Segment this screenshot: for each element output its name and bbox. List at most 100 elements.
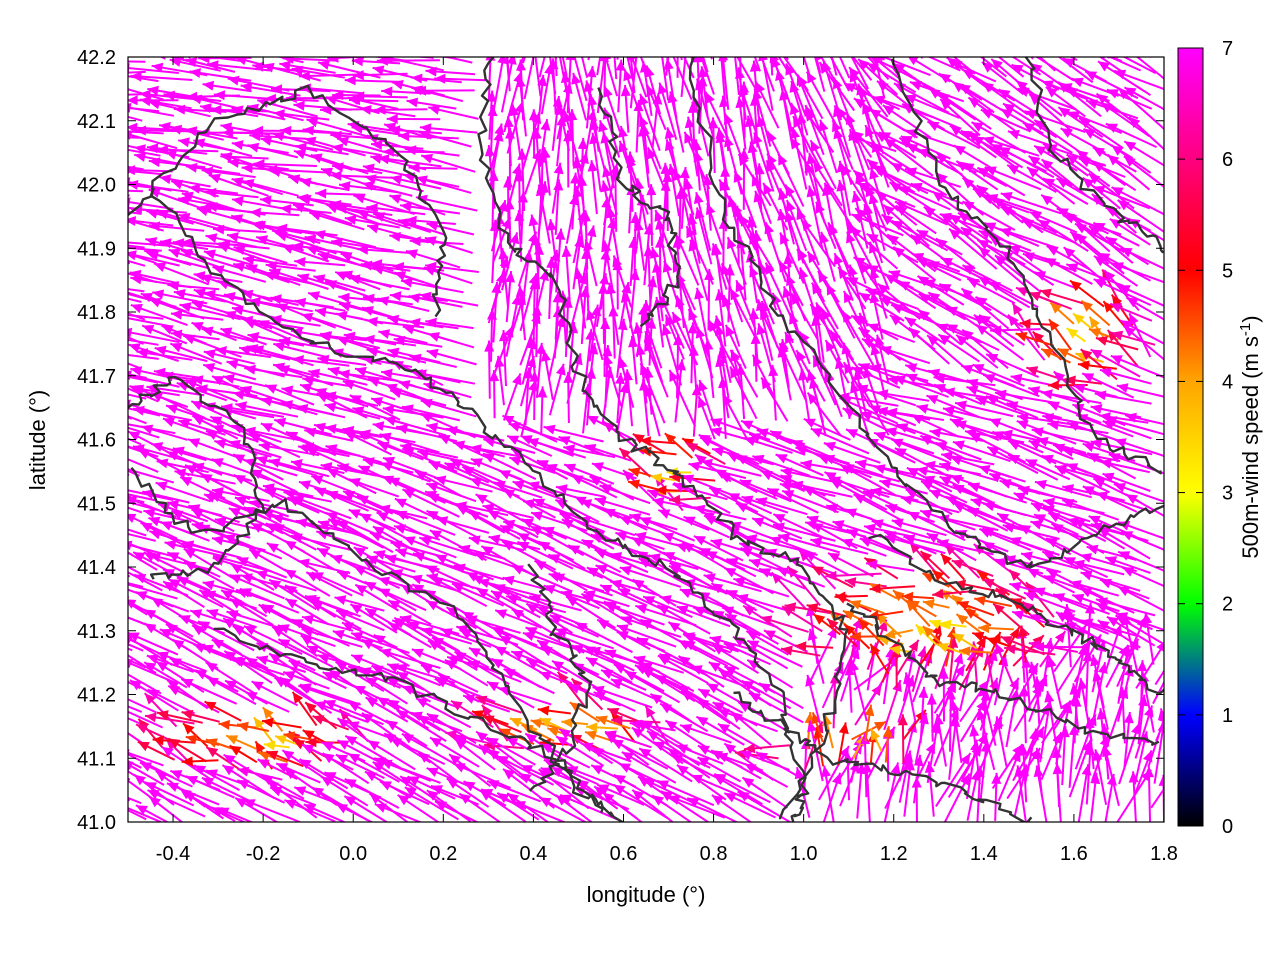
wind-vector-head bbox=[404, 787, 417, 798]
wind-vector-head bbox=[811, 282, 822, 295]
wind-vector-head bbox=[598, 120, 608, 133]
wind-vector-head bbox=[615, 372, 625, 385]
wind-vector-head bbox=[80, 671, 92, 680]
wind-vector-head bbox=[841, 538, 854, 548]
wind-vector-head bbox=[619, 448, 631, 460]
wind-vector-head bbox=[241, 315, 254, 326]
wind-vector-head bbox=[453, 563, 466, 574]
wind-vector-head bbox=[212, 265, 225, 275]
wind-vector-head bbox=[136, 724, 149, 734]
wind-vector-head bbox=[306, 245, 318, 256]
wind-vector-head bbox=[180, 477, 193, 487]
wind-vector bbox=[128, 375, 159, 384]
wind-vector-head bbox=[921, 481, 934, 491]
wind-vector-head bbox=[964, 428, 977, 439]
wind-vector bbox=[128, 751, 164, 767]
wind-vector-head bbox=[626, 18, 635, 30]
wind-vector bbox=[680, 57, 683, 61]
wind-vector-head bbox=[90, 281, 102, 291]
wind-vector-head bbox=[388, 600, 401, 611]
wind-vector-head bbox=[956, 614, 969, 625]
wind-vector-head bbox=[275, 223, 288, 234]
wind-vector-head bbox=[369, 793, 382, 805]
wind-vector-head bbox=[398, 380, 411, 390]
wind-vector-head bbox=[139, 762, 152, 772]
wind-vector-head bbox=[97, 604, 109, 613]
wind-vector-head bbox=[568, 545, 581, 555]
wind-vector-head bbox=[355, 584, 368, 595]
wind-vector-head bbox=[142, 325, 155, 335]
wind-vector-head bbox=[156, 144, 168, 155]
wind-vector-head bbox=[1022, 601, 1035, 613]
wind-vector-head bbox=[388, 622, 401, 633]
wind-vector-head bbox=[239, 588, 252, 598]
wind-vector-head bbox=[558, 436, 571, 446]
wind-vector bbox=[128, 807, 162, 822]
wind-vector-head bbox=[225, 680, 238, 691]
wind-vector-head bbox=[724, 135, 734, 148]
wind-vector-head bbox=[1021, 219, 1034, 230]
wind-vector-head bbox=[79, 213, 90, 223]
wind-vector-head bbox=[140, 522, 153, 533]
wind-vector-head bbox=[970, 497, 983, 508]
wind-vector-head bbox=[83, 229, 95, 239]
wind-vector-head bbox=[842, 310, 853, 323]
wind-vector-head bbox=[292, 203, 305, 213]
wind-vector-head bbox=[772, 292, 782, 305]
wind-vector-head bbox=[342, 380, 355, 390]
wind-vector-head bbox=[978, 247, 991, 258]
wind-vector-head bbox=[426, 348, 439, 359]
wind-vector-head bbox=[503, 519, 516, 530]
wind-vector-head bbox=[664, 433, 677, 445]
wind-vector-head bbox=[134, 774, 146, 786]
wind-vector-head bbox=[202, 580, 215, 590]
wind-vector-head bbox=[501, 31, 511, 42]
wind-vector-head bbox=[949, 125, 962, 136]
wind-vector-head bbox=[517, 541, 530, 552]
wind-vector bbox=[872, 22, 928, 54]
wind-vector-head bbox=[1034, 514, 1047, 524]
wind-vector-head bbox=[828, 222, 838, 235]
wind-vector-head bbox=[768, 364, 779, 377]
wind-vector-head bbox=[675, 542, 688, 553]
wind-vector-head bbox=[356, 244, 369, 255]
wind-vector-head bbox=[494, 123, 505, 136]
wind-vector-head bbox=[65, 128, 76, 138]
wind-vector-head bbox=[218, 719, 230, 730]
wind-vector-head bbox=[639, 517, 652, 527]
wind-vector-head bbox=[296, 404, 309, 414]
wind-vector-head bbox=[913, 754, 924, 767]
wind-vector-head bbox=[936, 323, 949, 333]
wind-vector-head bbox=[116, 289, 128, 299]
wind-vector-head bbox=[717, 7, 727, 18]
wind-vector-head bbox=[321, 776, 333, 787]
wind-vector-head bbox=[191, 375, 204, 386]
wind-vector-head bbox=[107, 285, 119, 295]
wind-vector-head bbox=[628, 467, 641, 478]
wind-vector-head bbox=[491, 590, 503, 601]
wind-vector-head bbox=[305, 447, 318, 457]
wind-vector-head bbox=[537, 705, 550, 716]
wind-vector-head bbox=[590, 533, 603, 544]
wind-vector-head bbox=[849, 631, 861, 642]
wind-vector-head bbox=[555, 484, 568, 494]
wind-vector-head bbox=[784, 210, 795, 223]
wind-vector-head bbox=[428, 461, 441, 471]
wind-vector-head bbox=[214, 516, 227, 527]
wind-vector-head bbox=[830, 330, 841, 343]
wind-vector-head bbox=[923, 206, 936, 218]
wind-vector-head bbox=[769, 57, 780, 64]
wind-vector-head bbox=[266, 543, 279, 553]
wind-vector-head bbox=[634, 531, 647, 542]
wind-vector-head bbox=[103, 587, 115, 597]
wind-vector-head bbox=[321, 167, 333, 178]
wind-vector-head bbox=[324, 391, 337, 402]
wind-vector-head bbox=[600, 36, 610, 47]
wind-vector-head bbox=[446, 778, 459, 789]
wind-vector-head bbox=[553, 573, 565, 583]
wind-vector-head bbox=[356, 495, 369, 505]
wind-vector-head bbox=[995, 642, 1005, 655]
wind-vector-head bbox=[537, 640, 550, 651]
wind-vector-head bbox=[744, 436, 756, 446]
wind-vector-head bbox=[421, 153, 434, 164]
